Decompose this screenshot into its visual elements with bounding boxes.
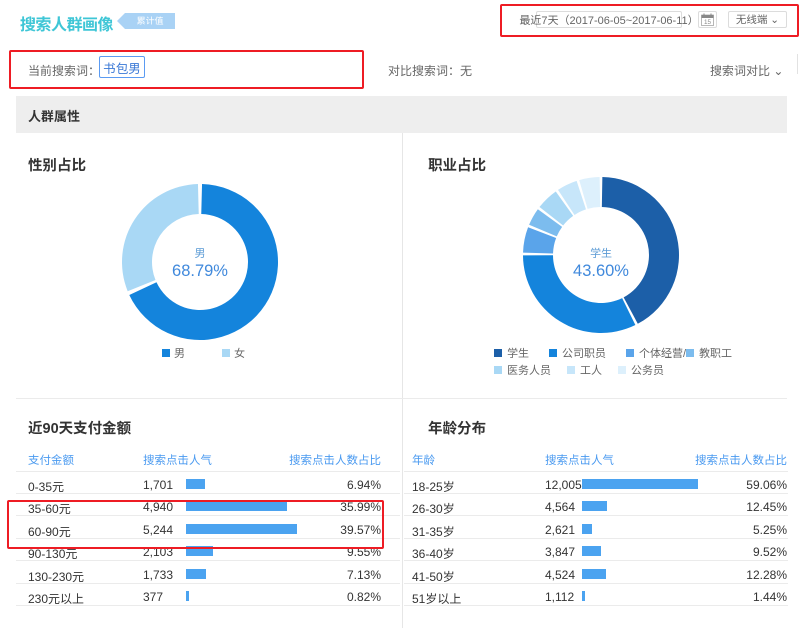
svg-text:43.60%: 43.60% <box>573 262 629 280</box>
svg-text:学生: 学生 <box>590 245 612 261</box>
